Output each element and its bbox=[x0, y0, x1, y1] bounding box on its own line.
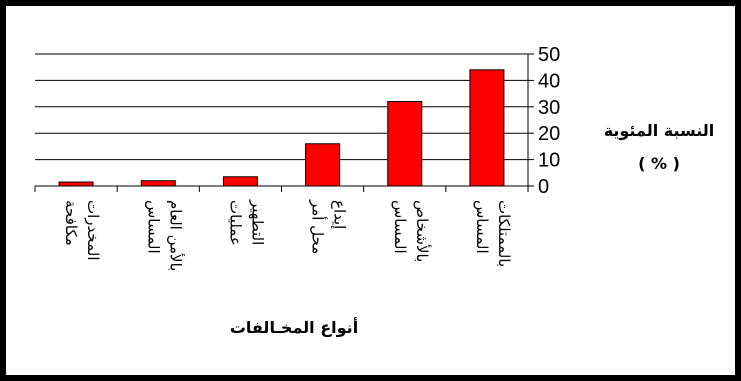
y-tick-label-40: 40 bbox=[538, 70, 560, 92]
x-category-label-0-1: المخدرات bbox=[84, 200, 102, 261]
y-tick-label-0: 0 bbox=[538, 176, 549, 198]
x-category-labels: مكافحة المخدرات المساس بالأمن العام عمليات ال… bbox=[62, 199, 513, 271]
bar-1 bbox=[140, 180, 176, 187]
x-category-label-1-0: المساس bbox=[144, 200, 162, 254]
grid-lines bbox=[35, 53, 528, 161]
x-category-label-5-0: المساس bbox=[473, 200, 491, 254]
bar-2 bbox=[222, 176, 258, 187]
x-category-label-5-1: بالممتلكات bbox=[495, 200, 513, 267]
y-tick-label-50: 50 bbox=[538, 44, 560, 66]
x-category-label-2-1: التطهير bbox=[248, 199, 266, 245]
x-category-label-3-1: إيداع bbox=[331, 200, 349, 229]
axes bbox=[34, 53, 534, 192]
bar-5 bbox=[469, 69, 505, 187]
x-category-label-0-0: مكافحة bbox=[62, 200, 80, 246]
bar-0 bbox=[58, 181, 94, 187]
y-tick-label-10: 10 bbox=[538, 150, 560, 172]
y-axis-label-line-1: النسبة المئوية bbox=[604, 121, 715, 140]
x-category-label-3-0: محل أمر bbox=[309, 199, 328, 254]
y-tick-labels: 0 10 20 30 40 50 bbox=[538, 44, 560, 198]
y-tick-label-20: 20 bbox=[538, 123, 560, 145]
x-category-label-4-0: المساس bbox=[391, 200, 409, 254]
y-tick-label-30: 30 bbox=[538, 97, 560, 119]
x-category-label-1-1: بالأمن العام bbox=[166, 200, 185, 271]
bar-3 bbox=[305, 143, 341, 187]
y-axis-label-line-2: ( % ) bbox=[638, 154, 680, 173]
x-category-label-2-0: عمليات bbox=[226, 200, 244, 246]
x-category-label-4-1: بالأشخاص bbox=[413, 200, 432, 262]
x-axis-label: أنواع المخـالفات bbox=[230, 317, 358, 337]
bars bbox=[58, 69, 505, 187]
bar-4 bbox=[387, 101, 423, 187]
